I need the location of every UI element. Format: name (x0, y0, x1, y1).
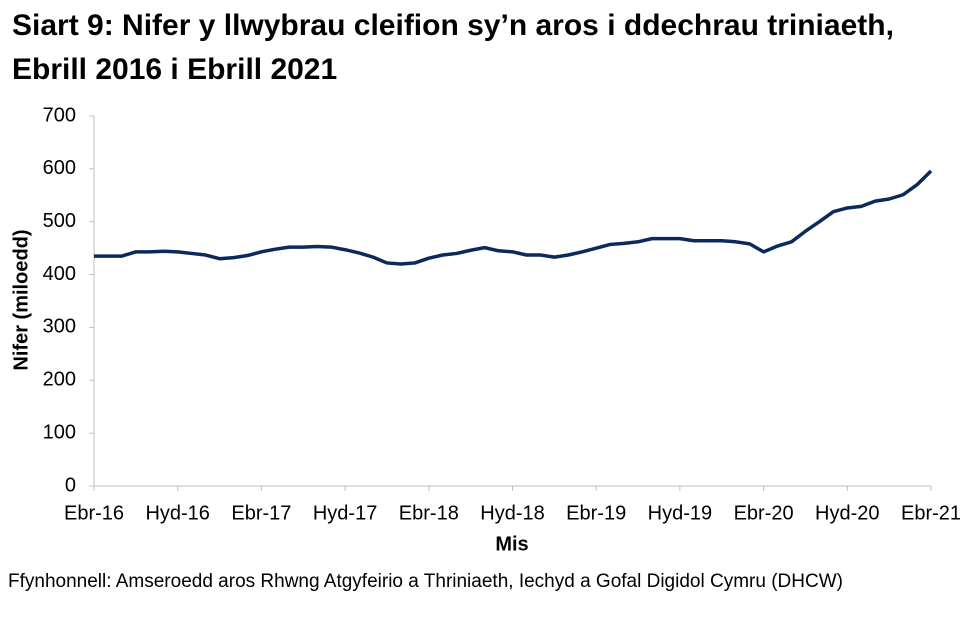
y-tick-label: 300 (43, 316, 76, 338)
source-note: Ffynhonnell: Amseroedd aros Rhwng Atgyfe… (8, 571, 843, 592)
x-tick-label: Ebr-21 (901, 502, 961, 524)
x-tick-label: Hyd-19 (648, 502, 712, 524)
y-tick-label: 600 (43, 157, 76, 179)
x-tick-label: Ebr-16 (64, 502, 124, 524)
chart-title: Siart 9: Nifer y llwybrau cleifion sy’n … (12, 9, 894, 86)
x-tick-label: Ebr-20 (734, 502, 794, 524)
x-tick-label: Hyd-17 (313, 502, 377, 524)
y-tick-label: 100 (43, 421, 76, 443)
chart: Nifer (miloedd) Mis 0 100 200 300 400 500 600 7… (10, 104, 961, 555)
y-tick-label: 700 (43, 104, 76, 126)
x-tick-label: Ebr-17 (231, 502, 291, 524)
x-tick-label: Hyd-16 (145, 502, 209, 524)
x-tick-label: Ebr-18 (399, 502, 459, 524)
y-tick-label: 400 (43, 263, 76, 285)
y-tick-label: 200 (43, 369, 76, 391)
x-tick-label: Hyd-18 (480, 502, 544, 524)
y-tick-label: 0 (65, 474, 76, 496)
x-tick-label: Hyd-20 (815, 502, 879, 524)
x-axis-label: Mis (495, 533, 528, 555)
data-line (94, 169, 933, 266)
y-tick-label: 500 (43, 210, 76, 232)
x-tick-label: Ebr-19 (566, 502, 626, 524)
y-axis-label: Nifer (miloedd) (10, 229, 32, 370)
